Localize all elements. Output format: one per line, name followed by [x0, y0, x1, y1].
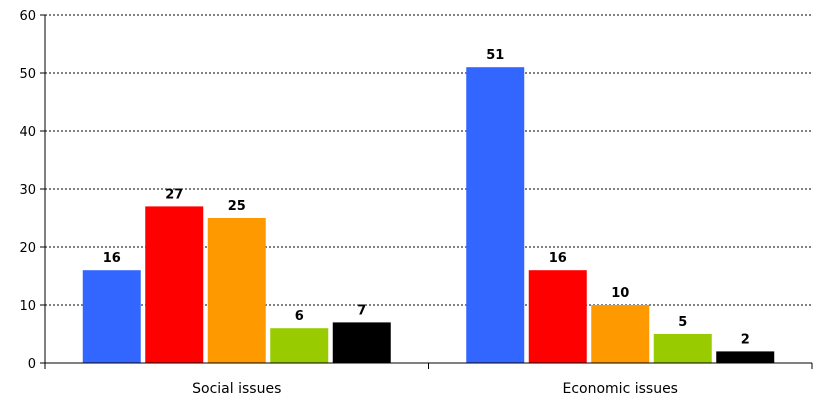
data-label: 6	[295, 309, 304, 324]
data-label: 16	[103, 251, 121, 266]
data-label: 16	[549, 251, 567, 266]
bars	[82, 67, 775, 363]
y-tick-label: 40	[19, 125, 36, 140]
y-tick-label: 10	[19, 299, 36, 314]
bar	[145, 206, 204, 363]
bar	[653, 334, 712, 363]
bar	[82, 270, 141, 363]
y-tick-label: 50	[19, 67, 36, 82]
bar	[466, 67, 525, 363]
data-label: 27	[165, 187, 183, 202]
data-label: 25	[228, 199, 246, 214]
y-tick-label: 60	[19, 9, 36, 24]
bar	[207, 218, 266, 363]
y-tick-label: 20	[19, 241, 36, 256]
y-tick-label: 30	[19, 183, 36, 198]
category-label: Social issues	[192, 381, 281, 397]
bar	[332, 322, 391, 363]
data-label: 10	[611, 286, 629, 301]
bar	[591, 305, 650, 363]
data-label: 5	[678, 315, 687, 330]
data-label: 51	[486, 48, 504, 63]
bar	[270, 328, 329, 363]
y-tick-label: 0	[28, 357, 36, 372]
axes	[40, 14, 813, 369]
data-label: 2	[741, 332, 750, 347]
bar	[528, 270, 587, 363]
category-label: Economic issues	[563, 381, 678, 397]
bar	[716, 351, 775, 363]
data-label: 7	[357, 303, 366, 318]
